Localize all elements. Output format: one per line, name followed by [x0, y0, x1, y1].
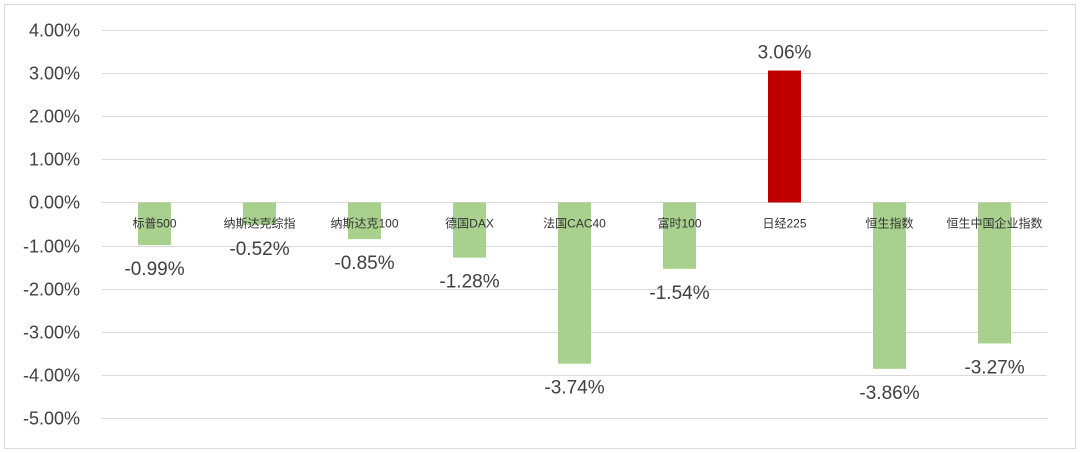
y-tick-label: -2.00% [23, 280, 80, 300]
category-labels: 标普500 纳斯达克综指 纳斯达克100 德国DAX 法国CAC40 富时100 日经225… [132, 215, 1042, 230]
bar [558, 202, 591, 364]
y-tick-label: -5.00% [23, 409, 80, 429]
data-label: -0.99% [124, 259, 184, 280]
data-labels: -0.99% -0.52% -0.85% -1.28% -3.74% -1.54% 3.06… [124, 43, 1024, 404]
data-label: -3.74% [544, 378, 604, 399]
data-label: -0.52% [229, 239, 289, 260]
y-tick-label: 4.00% [29, 21, 80, 41]
category-label: 恒生中国企业指数 [946, 215, 1042, 230]
bars [138, 70, 1011, 369]
category-label: 法国CAC40 [543, 216, 606, 230]
data-label: 3.06% [758, 43, 812, 64]
y-tick-label: 3.00% [29, 64, 80, 84]
bar [453, 202, 486, 258]
data-label: -3.86% [859, 383, 919, 404]
y-tick-label: 2.00% [29, 107, 80, 127]
bar [663, 202, 696, 269]
y-tick-label: -3.00% [23, 323, 80, 343]
category-label: 纳斯达克100 [330, 216, 398, 230]
y-tick-label: 1.00% [29, 150, 80, 170]
data-label: -3.27% [964, 357, 1024, 378]
category-label: 标普500 [132, 216, 176, 230]
data-label: -1.28% [439, 272, 499, 293]
bar [873, 202, 906, 369]
bar [243, 202, 276, 225]
y-tick-label: 0.00% [29, 193, 80, 213]
data-label: -1.54% [649, 283, 709, 304]
category-label: 富时100 [657, 215, 701, 230]
data-label: -0.85% [334, 253, 394, 274]
category-label: 纳斯达克综指 [223, 215, 295, 230]
bar [348, 202, 381, 240]
bar [978, 202, 1011, 344]
bar [138, 202, 171, 246]
y-axis-tick-labels: 4.00% 3.00% 2.00% 1.00% 0.00% -1.00% -2.00% -3.… [23, 21, 80, 429]
y-tick-label: -4.00% [23, 366, 80, 386]
category-label: 德国DAX [445, 215, 494, 230]
category-label: 恒生指数 [865, 215, 913, 230]
y-tick-label: -1.00% [23, 237, 80, 257]
bar [768, 70, 801, 203]
category-label: 日经225 [762, 216, 806, 230]
